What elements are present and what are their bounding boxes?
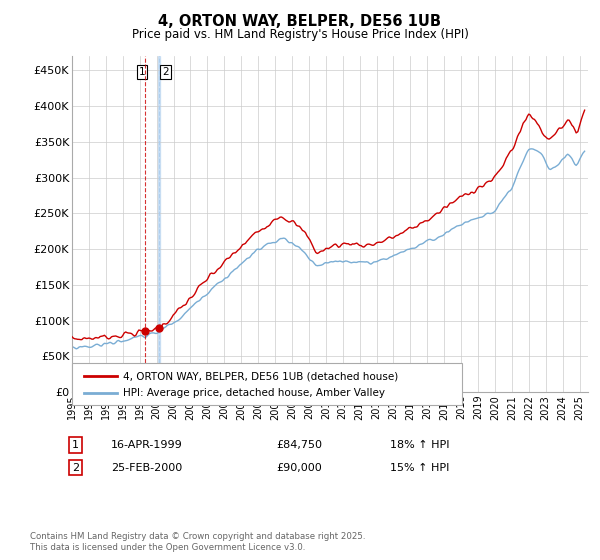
Text: 25-FEB-2000: 25-FEB-2000 bbox=[111, 463, 182, 473]
Text: Contains HM Land Registry data © Crown copyright and database right 2025.
This d: Contains HM Land Registry data © Crown c… bbox=[30, 532, 365, 552]
Text: 1: 1 bbox=[72, 440, 79, 450]
Text: £90,000: £90,000 bbox=[276, 463, 322, 473]
Text: 18% ↑ HPI: 18% ↑ HPI bbox=[390, 440, 449, 450]
Text: 15% ↑ HPI: 15% ↑ HPI bbox=[390, 463, 449, 473]
Text: 2: 2 bbox=[72, 463, 79, 473]
Text: 4, ORTON WAY, BELPER, DE56 1UB (detached house): 4, ORTON WAY, BELPER, DE56 1UB (detached… bbox=[123, 371, 398, 381]
Bar bbox=[158, 56, 160, 392]
Text: 4, ORTON WAY, BELPER, DE56 1UB: 4, ORTON WAY, BELPER, DE56 1UB bbox=[158, 14, 442, 29]
Text: 2: 2 bbox=[163, 67, 169, 77]
Text: Price paid vs. HM Land Registry's House Price Index (HPI): Price paid vs. HM Land Registry's House … bbox=[131, 28, 469, 41]
Text: 1: 1 bbox=[139, 67, 145, 77]
Text: £84,750: £84,750 bbox=[276, 440, 322, 450]
Text: HPI: Average price, detached house, Amber Valley: HPI: Average price, detached house, Ambe… bbox=[123, 388, 385, 398]
Text: 16-APR-1999: 16-APR-1999 bbox=[111, 440, 183, 450]
